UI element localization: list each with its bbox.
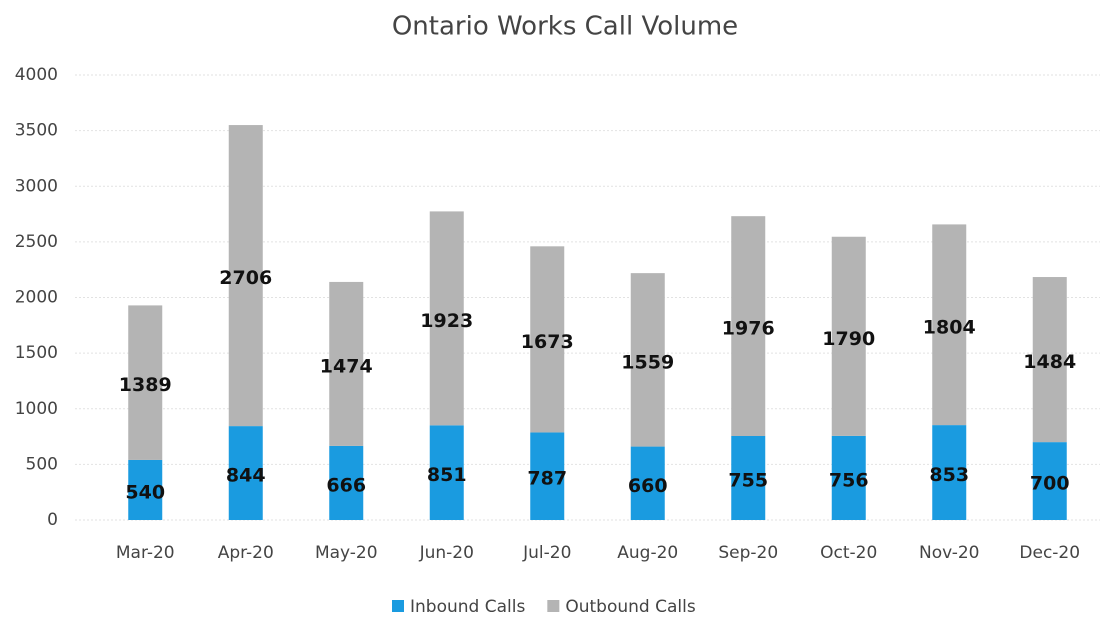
x-tick-label: Aug-20 (617, 543, 678, 563)
bar-segment (228, 125, 263, 427)
x-tick-label: May-20 (315, 543, 378, 563)
data-label: 1673 (521, 331, 574, 353)
bar-segment (329, 445, 364, 520)
data-label: 666 (326, 474, 366, 496)
legend-swatch (547, 600, 560, 612)
bar-segment (530, 432, 565, 520)
y-tick-label: 2500 (15, 232, 58, 252)
data-label: 851 (427, 464, 467, 486)
data-label: 755 (728, 470, 768, 492)
data-label: 787 (527, 468, 567, 490)
bar-segment (429, 211, 464, 426)
x-tick-label: Mar-20 (116, 543, 175, 563)
x-tick-label: Oct-20 (820, 543, 877, 563)
legend-label: Outbound Calls (565, 597, 695, 617)
data-label: 1484 (1023, 351, 1076, 373)
x-tick-label: Jul-20 (522, 543, 571, 563)
bar-segment (630, 446, 665, 520)
bar-segment (1032, 277, 1067, 443)
data-label: 1976 (722, 318, 775, 340)
bar-segment (429, 425, 464, 520)
bar-segment (329, 281, 364, 446)
data-label: 700 (1030, 473, 1070, 495)
data-label: 1923 (420, 310, 473, 332)
data-label: 853 (929, 464, 969, 486)
bar-segment (228, 426, 263, 520)
y-tick-label: 2000 (15, 288, 58, 308)
bar-segment (530, 246, 565, 433)
bar-segment (128, 305, 163, 460)
bar-segment (831, 236, 866, 436)
y-tick-label: 1500 (15, 343, 58, 363)
data-label: 540 (125, 481, 165, 503)
x-tick-label: Apr-20 (218, 543, 274, 563)
legend-label: Inbound Calls (410, 597, 525, 617)
chart-title: Ontario Works Call Volume (392, 12, 738, 42)
bar-segment (932, 425, 967, 520)
y-tick-label: 4000 (15, 65, 58, 85)
bar-segment (731, 216, 766, 437)
data-label: 1474 (320, 355, 373, 377)
y-tick-label: 1000 (15, 399, 58, 419)
x-tick-label: Nov-20 (919, 543, 980, 563)
x-tick-label: Dec-20 (1019, 543, 1080, 563)
x-tick-label: Sep-20 (718, 543, 778, 563)
bar-segment (731, 436, 766, 520)
data-label: 1804 (923, 316, 976, 338)
x-tick-label: Jun-20 (419, 543, 474, 563)
bar-segment (932, 224, 967, 426)
legend-swatch (392, 600, 404, 612)
data-label: 1559 (621, 351, 674, 373)
data-label: 844 (226, 465, 266, 487)
data-label: 1790 (822, 328, 875, 350)
y-tick-label: 500 (26, 454, 58, 474)
y-tick-label: 3500 (15, 121, 58, 141)
y-tick-label: 0 (47, 510, 58, 530)
data-label: 2706 (219, 267, 272, 289)
bar-segment (831, 435, 866, 520)
y-tick-label: 3000 (15, 176, 58, 196)
data-label: 1389 (119, 374, 172, 396)
bar-segment (630, 273, 665, 447)
data-label: 756 (829, 469, 869, 491)
bar-segment (1032, 442, 1067, 520)
data-label: 660 (628, 475, 668, 497)
bar-segment (128, 459, 163, 520)
